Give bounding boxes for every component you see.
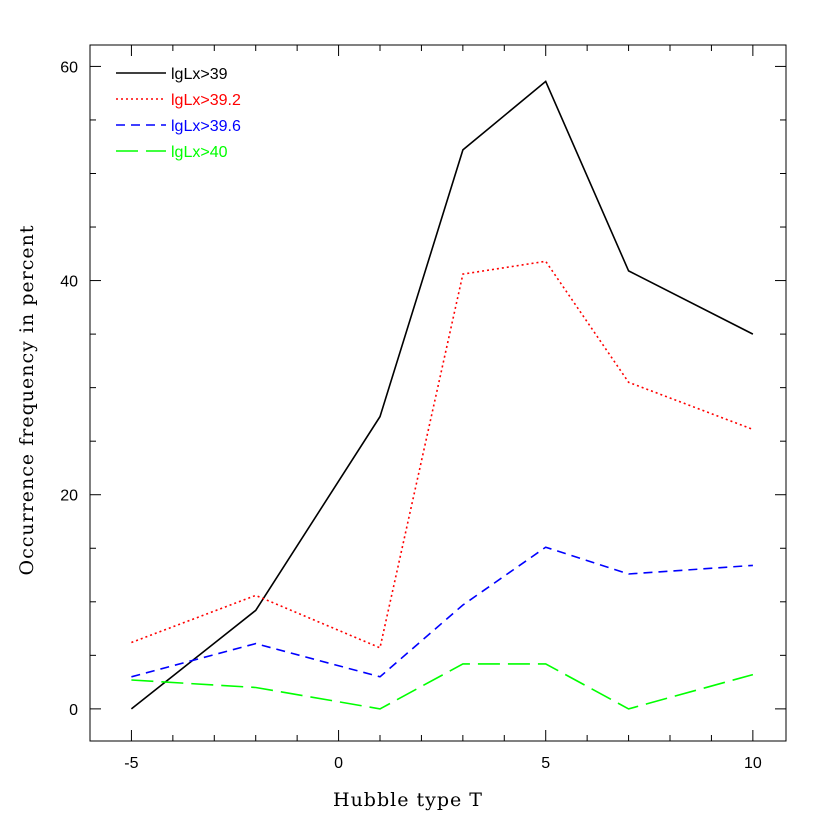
- series-line-1: [131, 260, 754, 649]
- y-axis-title: Occurrence frequency in percent: [16, 225, 38, 576]
- legend-label-2: lgLx>39.6: [171, 118, 241, 135]
- x-tick-label: 10: [744, 755, 762, 772]
- series-line-3: [131, 663, 754, 710]
- series-line-2: [131, 546, 753, 678]
- y-tick-label: 40: [60, 274, 78, 291]
- legend-label-1: lgLx>39.2: [171, 92, 241, 109]
- x-tick-label: 5: [541, 755, 550, 772]
- series-line-0: [130, 80, 754, 710]
- x-tick-label: -5: [124, 755, 138, 772]
- plot-frame: [89, 44, 787, 742]
- y-tick-label: 20: [60, 488, 78, 505]
- x-tick-label: 0: [334, 755, 343, 772]
- y-tick-label: 0: [69, 702, 78, 719]
- legend-label-0: lgLx>39: [171, 66, 228, 83]
- x-axis-title: Hubble type T: [333, 789, 483, 811]
- y-tick-label: 60: [60, 59, 78, 76]
- legend-label-3: lgLx>40: [171, 144, 228, 161]
